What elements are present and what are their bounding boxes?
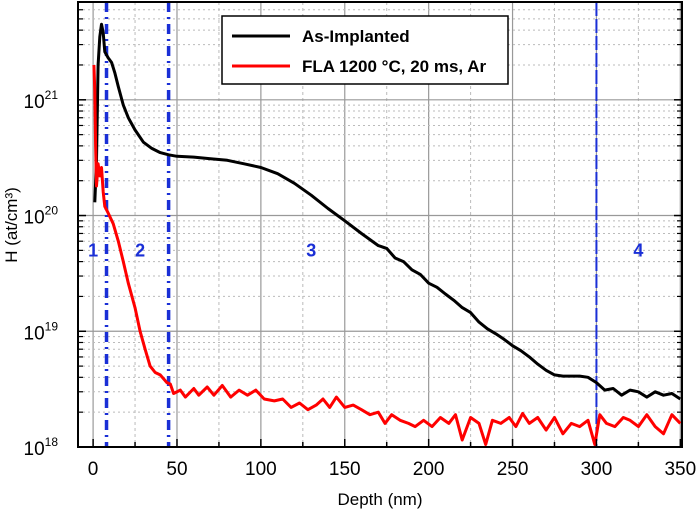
x-tick-label: 300	[581, 459, 613, 480]
x-tick-label: 100	[245, 459, 277, 480]
x-tick-label: 200	[413, 459, 445, 480]
region-labels: 1 2 3 4	[88, 240, 643, 260]
y-tick-exponent: 19	[45, 319, 59, 333]
legend: As-Implanted FLA 1200 °C, 20 ms, Ar	[221, 15, 509, 85]
series-lines	[92, 22, 682, 446]
x-tick-label: 0	[88, 459, 99, 480]
region-label: 4	[633, 240, 643, 260]
y-tick-label: 1020	[24, 204, 59, 229]
region-label: 1	[88, 240, 98, 260]
legend-label-as-implanted: As-Implanted	[302, 27, 410, 46]
x-tick-label: 50	[166, 459, 187, 480]
legend-label-fla: FLA 1200 °C, 20 ms, Ar	[302, 57, 486, 76]
y-tick-label: 1021	[24, 88, 59, 113]
x-tick-label: 250	[497, 459, 529, 480]
y-tick-exponent: 18	[45, 435, 59, 449]
x-tick-label: 150	[329, 459, 361, 480]
region-label: 3	[306, 240, 316, 260]
x-axis-label: Depth (nm)	[337, 490, 422, 509]
y-axis-label: H (at/cm³)	[2, 187, 21, 263]
plot-frame	[77, 1, 683, 448]
series-fla	[92, 64, 682, 446]
x-tick-label: 350	[664, 459, 696, 480]
axis-ticks: 0 50 100 150 200 250 300 350 1018 1019 1020 1021	[24, 1, 696, 480]
y-tick-exponent: 21	[45, 88, 59, 102]
series-as-implanted	[93, 22, 682, 401]
y-tick-label: 1018	[24, 435, 59, 460]
y-tick-label: 1019	[24, 319, 59, 344]
region-label: 2	[135, 240, 145, 260]
y-tick-exponent: 20	[45, 204, 59, 218]
region-boundaries	[104, 2, 598, 447]
